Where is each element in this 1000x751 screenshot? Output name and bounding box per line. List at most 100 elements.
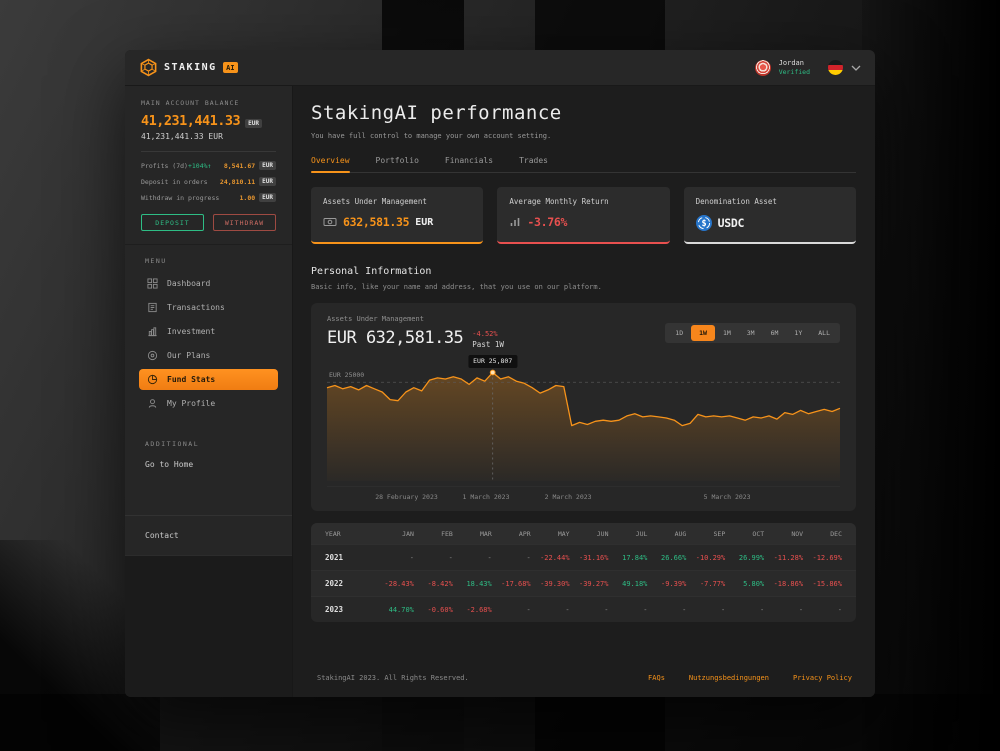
sidebar-item-transactions[interactable]: Transactions [139, 297, 278, 318]
table-header-cell: JUN [596, 529, 609, 538]
table-cell: - [409, 553, 414, 562]
section-subtitle: Basic info, like your name and address, … [311, 283, 602, 291]
sidebar-item-fund-stats[interactable]: Fund Stats [139, 369, 278, 390]
stat-label: Withdraw in progress [141, 193, 220, 202]
tab-portfolio[interactable]: Portfolio [375, 156, 419, 165]
table-header-cell: MAR [480, 529, 492, 538]
tab-trades[interactable]: Trades [519, 156, 548, 165]
table-cell: - [526, 605, 531, 614]
sidebar-item-go-to-home[interactable]: Go to Home [145, 460, 194, 469]
gridline-label: EUR 25000 [329, 371, 365, 380]
card-value: USDC [717, 216, 745, 230]
range-1y[interactable]: 1Y [786, 325, 810, 341]
table-cell: -17.68% [501, 579, 531, 588]
sidebar: MAIN ACCOUNT BALANCE 41,231,441.33 EUR 4… [125, 86, 293, 697]
table-cell: 26.99% [738, 553, 765, 562]
table-cell: -0.60% [427, 605, 453, 614]
stat-amount: 24,810.11 [219, 177, 256, 186]
stat-label: Profits (7d)+104%↑ [141, 161, 212, 170]
table-cell: 49.18% [622, 579, 648, 588]
footer-link-privacy-policy[interactable]: Privacy Policy [792, 674, 852, 682]
footer-link-nutzungsbedingungen[interactable]: Nutzungsbedingungen [688, 674, 769, 682]
sidebar-item-dashboard[interactable]: Dashboard [139, 273, 278, 294]
balance-block: MAIN ACCOUNT BALANCE 41,231,441.33 EUR 4… [125, 86, 292, 141]
table-header-cell: SEP [713, 529, 726, 538]
table-cell: - [448, 553, 453, 562]
stat-cards: Assets Under Management 632,581.35 EUR A… [311, 187, 856, 244]
dashboard-icon [147, 278, 158, 289]
withdraw-button[interactable]: WITHDRAW [213, 214, 276, 231]
table-cell: -11.28% [773, 553, 804, 562]
table-header-cell: APR [518, 529, 531, 538]
range-1m[interactable]: 1M [715, 325, 739, 341]
x-axis-label: 28 February 2023 [375, 493, 438, 501]
table-cell: - [643, 605, 648, 614]
chart-label: Assets Under Management [327, 315, 424, 323]
table-row: 2021 - - - - -22.44% -31.16% 17.84% 26.66% -10.2… [311, 544, 856, 570]
sidebar-item-label: Transactions [167, 303, 225, 312]
footer-link-faqs[interactable]: FAQs [648, 674, 665, 682]
menu-section: MENU Dashboard Transactions Investment O… [125, 244, 292, 469]
usdc-icon: $ [695, 215, 712, 231]
balance-stats: Profits (7d)+104%↑ 8,541.67 EUR Deposit … [125, 161, 292, 209]
range-3m[interactable]: 3M [739, 325, 763, 341]
table-header-cell: JUL [635, 529, 648, 538]
page-subtitle: You have full control to manage your own… [311, 132, 552, 140]
balance-secondary: 41,231,441.33 EUR [141, 132, 223, 141]
table-cell: -8.42% [427, 579, 453, 588]
range-all[interactable]: ALL [810, 325, 838, 341]
table-cell: -31.16% [578, 553, 609, 562]
bar-chart-icon [509, 216, 521, 228]
table-year-cell: 2023 [325, 605, 344, 614]
sidebar-item-label: Investment [167, 327, 216, 336]
sidebar-item-label: My Profile [167, 399, 216, 408]
background-shape [862, 0, 1000, 751]
range-6m[interactable]: 6M [763, 325, 787, 341]
divider [141, 151, 276, 152]
table-cell: -39.27% [578, 579, 609, 588]
sidebar-item-label: Fund Stats [167, 375, 216, 384]
table-row: 2022 -28.43% -8.42% 18.43% -17.68% -39.30% -3… [311, 570, 856, 596]
chart-area: EUR 25000 EUR 25,807 [326, 354, 841, 481]
table-row: 2023 44.70% -0.60% -2.68% - - - - - - - - - [311, 596, 856, 622]
table-cell: - [837, 605, 842, 614]
user-meta[interactable]: Jordan Verified [779, 59, 810, 77]
chart-value: EUR 632,581.35 [327, 328, 464, 348]
svg-text:$: $ [701, 219, 706, 229]
card-label: Assets Under Management [323, 197, 427, 206]
table-cell: - [798, 605, 804, 614]
sidebar-item-investment[interactable]: Investment [139, 321, 278, 342]
table-year-cell: 2021 [325, 553, 344, 562]
brand-logo[interactable]: STAKING AI [139, 58, 239, 77]
fund-stats-icon [147, 374, 158, 385]
chevron-down-icon[interactable] [851, 65, 861, 71]
sidebar-item-contact[interactable]: Contact [125, 515, 292, 555]
my-profile-icon [147, 398, 158, 409]
chart-tooltip: EUR 25,807 [468, 354, 518, 368]
tab-bar: Overview Portfolio Financials Trades [311, 156, 856, 173]
table-header-cell: JAN [402, 529, 414, 538]
avatar[interactable] [754, 59, 771, 76]
tab-financials[interactable]: Financials [444, 156, 494, 165]
sidebar-item-my-profile[interactable]: My Profile [139, 393, 278, 414]
card-suffix: EUR [415, 216, 434, 228]
x-axis-label: 2 March 2023 [544, 493, 592, 501]
range-1d[interactable]: 1D [667, 325, 691, 341]
menu-label: MENU [145, 257, 167, 265]
table-cell: -9.39% [661, 579, 687, 588]
deposit-button[interactable]: DEPOSIT [141, 214, 204, 231]
table-header-cell: OCT [752, 529, 765, 538]
germany-flag-icon[interactable] [828, 60, 843, 75]
table-cell: - [526, 553, 531, 562]
our-plans-icon [147, 350, 158, 361]
range-1w[interactable]: 1W [691, 325, 715, 341]
sidebar-item-our-plans[interactable]: Our Plans [139, 345, 278, 366]
currency-badge: EUR [245, 119, 263, 128]
table-cell: -12.69% [812, 553, 842, 562]
tab-overview[interactable]: Overview [311, 156, 350, 173]
table-cell: -10.29% [695, 553, 726, 562]
table-header-cell: YEAR [325, 529, 341, 538]
additional-label: ADDITIONAL [145, 440, 200, 448]
chart-head-left: Assets Under Management EUR 632,581.35 -… [327, 315, 504, 349]
investment-icon [147, 326, 158, 337]
